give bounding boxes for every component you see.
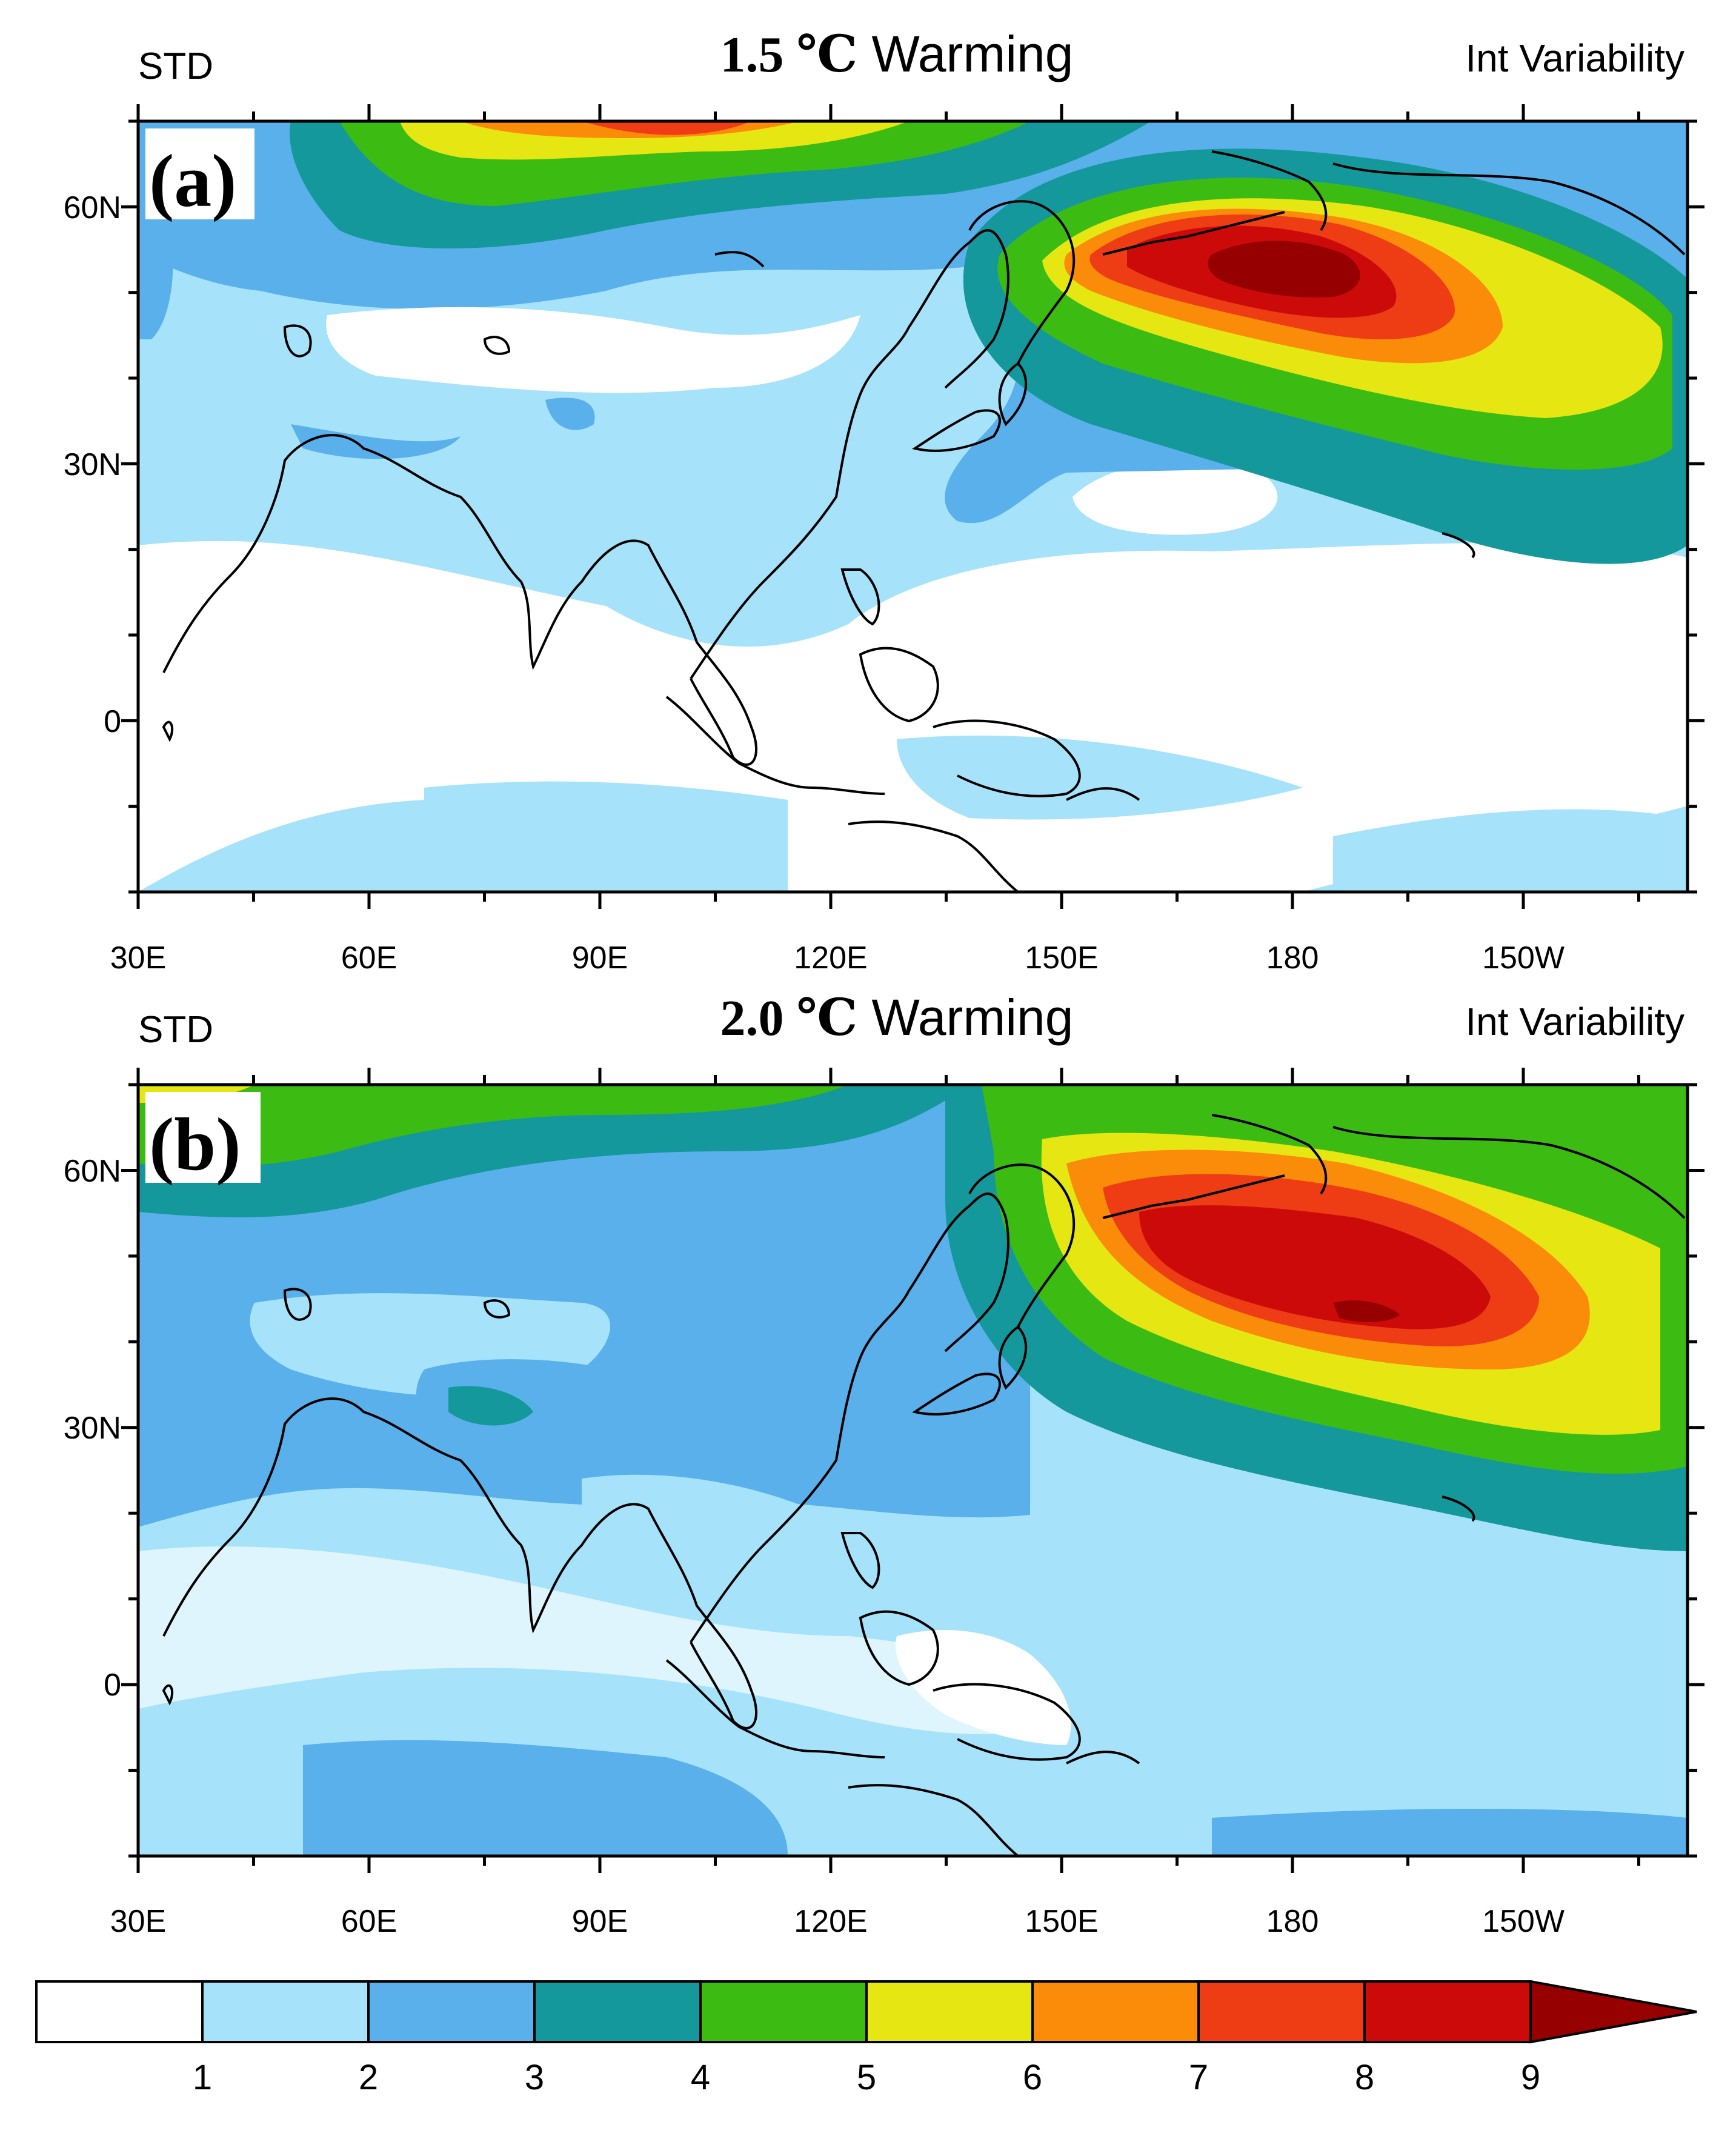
- panel-a-ticks: [121, 104, 1704, 909]
- colorbar-swatch: [865, 1980, 1034, 2043]
- panel-b: STD 2.0 ℃ Warming Int Variability: [64, 989, 1704, 1939]
- panel-b-left-text: STD: [138, 1009, 213, 1051]
- panel-b-lon-30e: 30E: [110, 1904, 167, 1939]
- panel-a-lon-30e: 30E: [110, 940, 167, 976]
- panel-b-lon-60e: 60E: [341, 1904, 397, 1939]
- panel-a-lon-150w: 150W: [1482, 940, 1565, 976]
- colorbar-label: 3: [525, 2058, 544, 2097]
- colorbar-label: 9: [1521, 2058, 1540, 2097]
- panel-a-lat-30n: 30N: [64, 447, 121, 482]
- panel-b-lon-labels: 30E 60E 90E 120E 150E 180 150W: [110, 1904, 1565, 1939]
- colorbar-swatch: [35, 1980, 204, 2043]
- colorbar-label: 1: [193, 2058, 212, 2097]
- panel-a-right-text: Int Variability: [1465, 36, 1684, 80]
- colorbar-label: 7: [1189, 2058, 1208, 2097]
- panel-b-lat-60n: 60N: [64, 1154, 121, 1189]
- panel-b-ticks: [121, 1068, 1704, 1873]
- panel-a-lon-120e: 120E: [794, 940, 867, 976]
- panel-a-lat-labels: 60N 30N 0: [64, 190, 121, 739]
- colorbar-swatch: [201, 1980, 370, 2043]
- panel-b-title-rest: Warming: [857, 989, 1073, 1046]
- panel-a-lon-90e: 90E: [572, 940, 628, 976]
- panel-b-contour-field: [138, 1085, 1688, 1856]
- panel-b-lon-150e: 150E: [1025, 1904, 1098, 1939]
- panel-b-title: 2.0 ℃ Warming: [720, 989, 1074, 1046]
- panel-a-lon-60e: 60E: [341, 940, 397, 976]
- panel-b-label: (b): [149, 1103, 241, 1186]
- panel-b-lat-0: 0: [104, 1668, 121, 1703]
- colorbar-label: 5: [857, 2058, 876, 2097]
- colorbar-label: 4: [691, 2058, 710, 2097]
- colorbar-swatch: [1031, 1980, 1200, 2043]
- panel-b-lon-150w: 150W: [1482, 1904, 1565, 1939]
- panel-a-coastlines: [138, 121, 1686, 892]
- panel-a-lon-150e: 150E: [1025, 940, 1098, 976]
- colorbar-label: 2: [359, 2058, 378, 2097]
- panel-b-lat-30n: 30N: [64, 1411, 121, 1446]
- colorbar-label: 6: [1023, 2058, 1042, 2097]
- panel-a-label: (a): [149, 139, 237, 222]
- panel-a-lat-60n: 60N: [64, 190, 121, 225]
- panel-a-lon-labels: 30E 60E 90E 120E 150E 180 150W: [110, 940, 1565, 976]
- panel-a-label-box: [145, 128, 254, 219]
- panel-a-frame: [136, 119, 1689, 894]
- panel-a-contour-field: [138, 121, 1688, 892]
- panel-a-lon-180: 180: [1266, 940, 1319, 976]
- colorbar-swatch: [367, 1980, 536, 2043]
- panel-b-right-text: Int Variability: [1465, 1000, 1684, 1043]
- panel-b-lon-180: 180: [1266, 1904, 1319, 1939]
- colorbar: 1 2 3 4 5 6 7 8 9: [35, 1980, 1697, 2097]
- panel-b-lon-90e: 90E: [572, 1904, 628, 1939]
- colorbar-label: 8: [1355, 2058, 1374, 2097]
- panel-b-title-bold: 2.0 ℃: [720, 990, 858, 1046]
- panel-a-title: 1.5 ℃ Warming: [720, 25, 1074, 83]
- panel-a-lat-0: 0: [104, 704, 121, 739]
- panel-a-title-bold: 1.5 ℃: [720, 27, 858, 83]
- panel-b-lat-labels: 60N 30N 0: [64, 1154, 121, 1703]
- panel-a-left-text: STD: [138, 45, 213, 87]
- colorbar-swatch: [1363, 1980, 1532, 2043]
- panel-a: STD 1.5 ℃ Warming Int Variability: [64, 25, 1704, 976]
- panel-b-lon-120e: 120E: [794, 1904, 867, 1939]
- panel-b-label-box: [145, 1092, 261, 1183]
- panel-a-title-rest: Warming: [857, 25, 1073, 82]
- colorbar-swatch: [533, 1980, 702, 2043]
- panel-b-coastlines: [162, 1114, 1686, 1856]
- colorbar-swatch: [1197, 1980, 1366, 2043]
- colorbar-swatch: [699, 1980, 868, 2043]
- panel-b-frame: [136, 1083, 1689, 1858]
- colorbar-arrow: [1529, 1980, 1697, 2044]
